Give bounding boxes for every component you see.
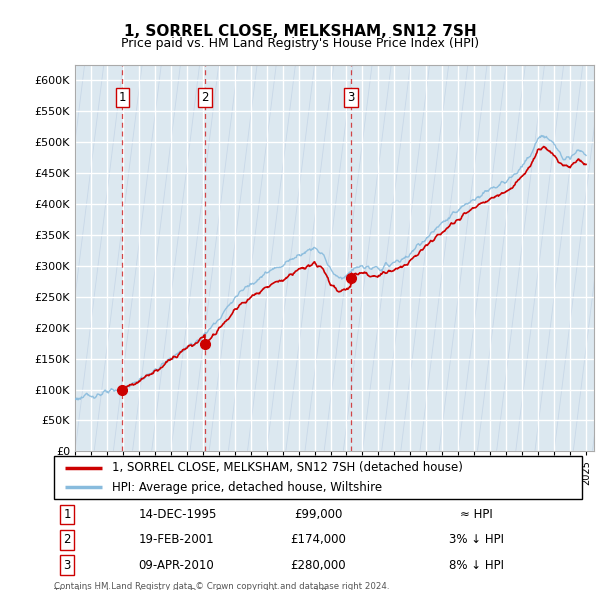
Text: Contains HM Land Registry data © Crown copyright and database right 2024.: Contains HM Land Registry data © Crown c… — [54, 582, 389, 590]
Text: 09-APR-2010: 09-APR-2010 — [139, 559, 214, 572]
Text: 2: 2 — [64, 533, 71, 546]
Text: ≈ HPI: ≈ HPI — [460, 508, 493, 521]
FancyBboxPatch shape — [54, 456, 582, 499]
Text: This data is licensed under the Open Government Licence v3.0.: This data is licensed under the Open Gov… — [54, 588, 329, 590]
Text: Price paid vs. HM Land Registry's House Price Index (HPI): Price paid vs. HM Land Registry's House … — [121, 37, 479, 50]
Text: 1, SORREL CLOSE, MELKSHAM, SN12 7SH (detached house): 1, SORREL CLOSE, MELKSHAM, SN12 7SH (det… — [112, 461, 463, 474]
Text: 19-FEB-2001: 19-FEB-2001 — [139, 533, 214, 546]
Text: £99,000: £99,000 — [294, 508, 342, 521]
Text: 8% ↓ HPI: 8% ↓ HPI — [449, 559, 504, 572]
Text: 3: 3 — [347, 90, 355, 104]
Text: 3: 3 — [64, 559, 71, 572]
Text: 14-DEC-1995: 14-DEC-1995 — [139, 508, 217, 521]
Text: 3% ↓ HPI: 3% ↓ HPI — [449, 533, 504, 546]
Text: HPI: Average price, detached house, Wiltshire: HPI: Average price, detached house, Wilt… — [112, 481, 382, 494]
Text: 1: 1 — [119, 90, 126, 104]
Text: 1, SORREL CLOSE, MELKSHAM, SN12 7SH: 1, SORREL CLOSE, MELKSHAM, SN12 7SH — [124, 24, 476, 38]
Text: £174,000: £174,000 — [290, 533, 346, 546]
Text: £280,000: £280,000 — [290, 559, 346, 572]
Text: 1: 1 — [64, 508, 71, 521]
Text: 2: 2 — [201, 90, 209, 104]
